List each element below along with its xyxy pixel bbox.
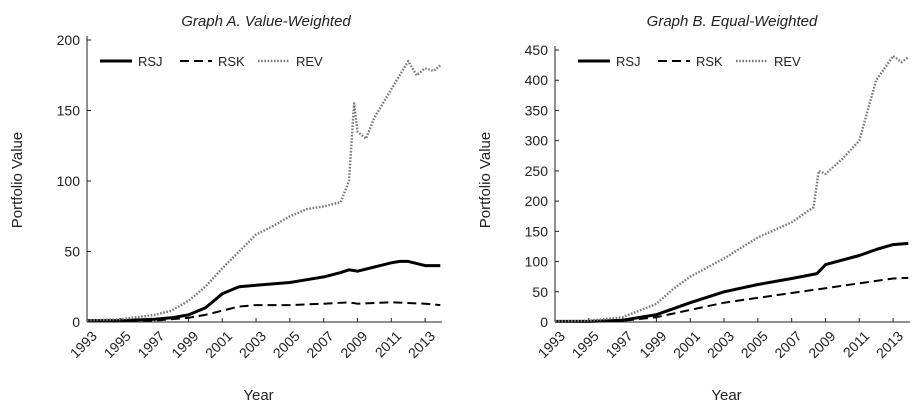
x-tick-label: 1999: [636, 328, 669, 361]
y-tick-label: 0: [540, 314, 548, 330]
y-tick-label: 400: [525, 72, 549, 88]
x-tick-label: 2011: [372, 328, 405, 361]
legend-label-rsj: RSJ: [616, 54, 641, 69]
x-axis-label: Year: [243, 387, 273, 404]
legend-label-rev: REV: [296, 54, 323, 69]
series-line-rev: [554, 54, 909, 323]
x-tick-label: 2001: [202, 328, 235, 361]
x-tick-label: 2011: [840, 328, 873, 361]
chart-title: Graph A. Value-Weighted: [181, 13, 351, 30]
y-tick-label: 250: [525, 163, 549, 179]
x-tick-label: 2005: [738, 328, 771, 361]
y-tick-label: 0: [72, 314, 80, 330]
series-line-rsj: [87, 259, 441, 323]
x-tick-label: 1997: [134, 328, 167, 361]
legend-label-rsk: RSK: [696, 54, 723, 69]
x-tick-label: 1995: [569, 328, 602, 361]
x-tick-label: 2003: [704, 328, 737, 361]
x-tick-label: 2013: [405, 328, 438, 361]
x-tick-label: 2007: [303, 328, 336, 361]
y-tick-label: 100: [525, 254, 549, 270]
chart-title: Graph B. Equal-Weighted: [647, 13, 818, 30]
legend-label-rsj: RSJ: [138, 54, 163, 69]
x-tick-label: 1993: [535, 328, 568, 361]
y-tick-label: 350: [525, 102, 549, 118]
x-tick-label: 2007: [771, 328, 804, 361]
y-tick-label: 150: [57, 103, 81, 119]
y-tick-label: 50: [64, 244, 80, 260]
series-line-rsj: [555, 241, 909, 323]
legend-label-rsk: RSK: [218, 54, 245, 69]
series-line-rev: [86, 59, 442, 322]
x-tick-label: 2005: [270, 328, 303, 361]
y-axis-label: Portfolio Value: [9, 132, 26, 228]
x-tick-label: 2001: [670, 328, 703, 361]
x-tick-label: 1993: [67, 328, 100, 361]
panel-b-equal-weighted: Graph B. Equal-Weighted 0 50 100 150 200 250 30…: [477, 13, 910, 404]
y-tick-label: 450: [525, 42, 549, 58]
y-tick-label: 200: [57, 32, 81, 48]
y-tick-label: 100: [57, 173, 81, 189]
x-tick-label: 2013: [873, 328, 906, 361]
x-tick-label: 1997: [602, 328, 635, 361]
x-tick-label: 1995: [101, 328, 134, 361]
x-tick-label: 2009: [805, 328, 838, 361]
y-tick-label: 150: [525, 223, 549, 239]
x-tick-label: 2003: [236, 328, 269, 361]
y-axis-label: Portfolio Value: [477, 132, 494, 228]
x-tick-label: 1999: [168, 328, 201, 361]
series-line-rsk: [555, 276, 909, 323]
y-tick-label: 200: [525, 193, 549, 209]
y-tick-label: 300: [525, 133, 549, 149]
series-line-rsk: [87, 301, 441, 322]
y-tick-label: 50: [532, 284, 548, 300]
x-axis-label: Year: [711, 387, 741, 404]
x-tick-label: 2009: [337, 328, 370, 361]
legend-label-rev: REV: [774, 54, 801, 69]
